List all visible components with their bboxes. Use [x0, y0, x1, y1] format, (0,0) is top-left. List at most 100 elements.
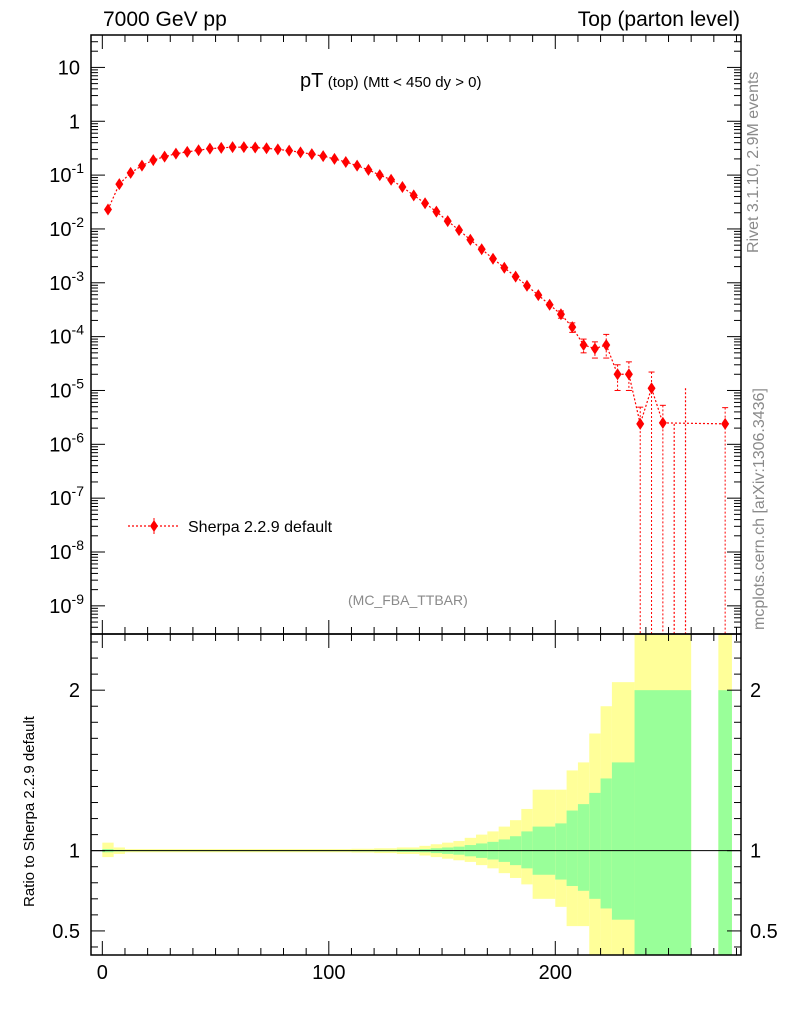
- data-point: [364, 163, 373, 176]
- ratio-band-inner: [589, 792, 601, 899]
- data-point: [455, 224, 464, 237]
- data-point: [443, 215, 452, 228]
- data-point: [171, 147, 180, 160]
- data-point: [217, 141, 226, 154]
- ratio-band-inner: [634, 690, 692, 955]
- data-point: [307, 148, 316, 161]
- ratio-band-inner: [521, 831, 533, 869]
- analysis-tag: (MC_FBA_TTBAR): [348, 592, 468, 608]
- data-point: [602, 338, 611, 351]
- ratio-y-tick-label-left: 2: [69, 680, 80, 702]
- plot-title-main: pT: [300, 70, 324, 92]
- data-point: [477, 243, 486, 256]
- ratio-y-axis-label: Ratio to Sherpa 2.2.9 default: [21, 716, 38, 907]
- data-point: [387, 173, 396, 186]
- plot-title-sub2: (Mtt < 450 dy > 0): [363, 74, 482, 91]
- main-y-tick-label: 10-9: [49, 591, 84, 618]
- data-point: [126, 166, 135, 179]
- data-point: [319, 150, 328, 163]
- ratio-y-tick-label-right: 0.5: [750, 921, 778, 943]
- legend: Sherpa 2.2.9 default: [128, 518, 333, 536]
- main-y-tick-label: 10-7: [49, 483, 84, 510]
- data-point: [285, 144, 294, 157]
- data-point: [511, 270, 520, 283]
- plot-title: pT (top) (Mtt < 450 dy > 0): [300, 70, 481, 93]
- ratio-y-tick-label-left: 1: [69, 841, 80, 863]
- main-y-tick-label: 10-3: [49, 268, 84, 295]
- data-point: [658, 416, 667, 429]
- ratio-uncertainty-bands: [102, 634, 732, 955]
- data-point: [636, 417, 645, 430]
- main-y-tick-label: 1: [69, 111, 80, 133]
- main-y-tick-label: 10-5: [49, 375, 84, 402]
- ratio-band-inner: [555, 823, 567, 880]
- data-point: [432, 205, 441, 218]
- x-tick-label: 100: [312, 962, 345, 984]
- data-point: [205, 142, 214, 155]
- ratio-band-inner: [577, 804, 590, 891]
- ratio-band-inner: [566, 810, 578, 886]
- main-y-tick-label: 10-1: [49, 160, 84, 187]
- x-tick-label: 200: [539, 962, 572, 984]
- data-point: [353, 159, 362, 172]
- data-point: [489, 252, 498, 265]
- series-sherpa: [103, 141, 730, 634]
- data-point: [115, 178, 124, 191]
- ratio-y-tick-label-right: 1: [750, 841, 761, 863]
- data-point: [398, 181, 407, 194]
- data-point: [579, 338, 588, 351]
- data-point: [522, 279, 531, 292]
- data-point: [613, 368, 622, 381]
- legend-marker: [150, 520, 158, 532]
- data-point: [556, 308, 565, 321]
- legend-label: Sherpa 2.2.9 default: [188, 519, 333, 536]
- ratio-band-inner: [600, 778, 612, 909]
- ratio-y-tick-label-left: 0.5: [52, 921, 80, 943]
- data-point: [251, 141, 260, 154]
- data-point: [239, 141, 248, 154]
- data-point: [160, 150, 169, 163]
- mcplots-credit-label: mcplots.cern.ch [arXiv:1306.3436]: [751, 388, 768, 630]
- data-point: [273, 143, 282, 156]
- data-point: [624, 368, 633, 381]
- data-point: [262, 142, 271, 155]
- data-point: [228, 141, 237, 154]
- plot-title-sub1: (top): [327, 74, 359, 91]
- data-point: [590, 342, 599, 355]
- main-y-tick-label: 10-6: [49, 429, 84, 456]
- data-point: [466, 233, 475, 246]
- main-panel-frame: [90, 34, 742, 635]
- axis-ticks: 10-910-810-710-610-510-410-310-210-11100…: [49, 34, 778, 984]
- data-point: [409, 189, 418, 202]
- data-point: [103, 203, 112, 216]
- data-point: [421, 197, 430, 210]
- header-right-label: Top (parton level): [577, 8, 740, 31]
- data-point: [149, 154, 158, 167]
- data-point: [534, 289, 543, 302]
- axes-frames: [90, 34, 742, 956]
- main-y-tick-label: 10-2: [49, 214, 84, 241]
- header-left-label: 7000 GeV pp: [103, 8, 227, 31]
- main-y-tick-label: 10: [58, 57, 80, 79]
- data-point: [330, 152, 339, 165]
- data-point: [545, 298, 554, 311]
- ratio-band-inner: [718, 690, 732, 955]
- data-point: [183, 145, 192, 158]
- series-line: [107, 146, 726, 427]
- data-point: [375, 169, 384, 182]
- data-point: [194, 144, 203, 157]
- data-point: [296, 146, 305, 159]
- ratio-panel-frame: [90, 633, 742, 956]
- data-point: [721, 417, 730, 430]
- ratio-y-tick-label-right: 2: [750, 680, 761, 702]
- main-y-tick-label: 10-8: [49, 537, 84, 564]
- rivet-version-label: Rivet 3.1.10, 2.9M events: [745, 71, 762, 253]
- data-point: [500, 261, 509, 274]
- ratio-band-inner: [611, 762, 635, 920]
- main-y-tick-label: 10-4: [49, 322, 84, 349]
- data-point: [647, 382, 656, 395]
- data-point: [568, 321, 577, 334]
- x-tick-label: 0: [97, 962, 108, 984]
- data-point: [341, 156, 350, 169]
